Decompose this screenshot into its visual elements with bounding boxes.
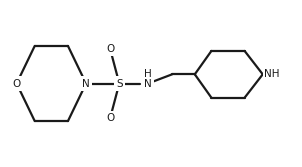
Text: O: O [106,113,114,123]
Text: O: O [106,44,114,54]
Text: N: N [82,78,90,89]
Text: O: O [12,78,21,89]
Text: S: S [116,78,123,89]
Text: N: N [144,78,152,89]
Text: H: H [144,69,152,79]
Text: NH: NH [264,69,280,79]
